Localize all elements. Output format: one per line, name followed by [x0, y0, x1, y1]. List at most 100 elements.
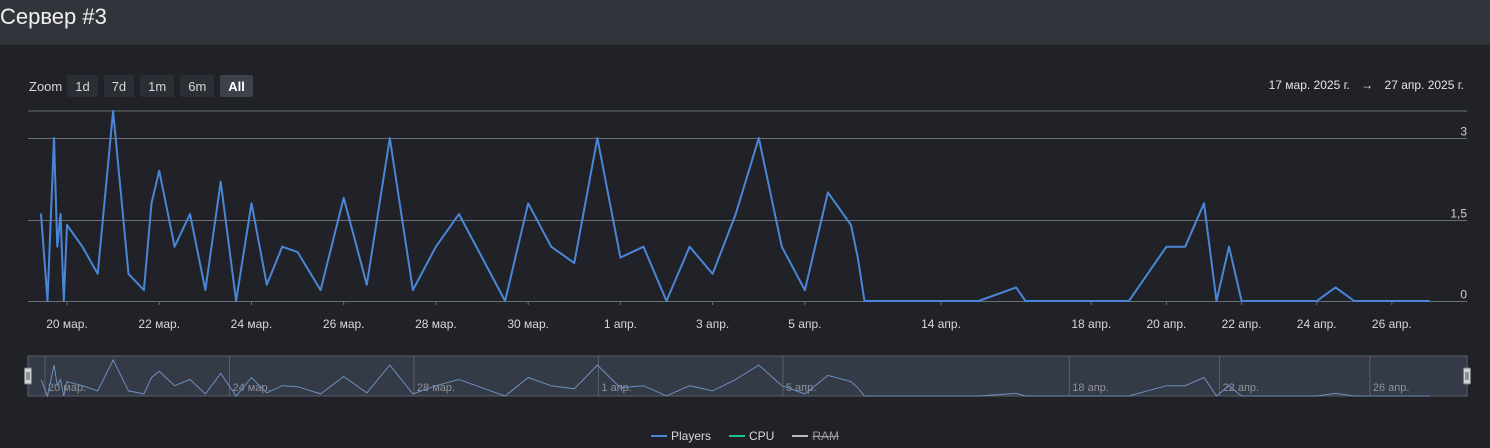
players-chart[interactable]: 3 1,5 0 20 мар. 22 мар. 24 мар. 26 мар. 28 мар.… — [0, 0, 1490, 428]
navigator-tick-label: 22 апр. — [1223, 382, 1260, 394]
players-point — [1228, 245, 1230, 248]
x-tick-label: 30 мар. — [507, 317, 549, 331]
navigator-right-handle[interactable] — [1463, 367, 1471, 385]
players-point — [219, 180, 222, 183]
navigator-tick-label: 24 мар. — [232, 382, 270, 394]
players-point — [758, 137, 760, 139]
players-point — [127, 273, 130, 275]
players-point — [143, 289, 145, 291]
date-range: 17 мар. 2025 г. → 27 апр. 2025 г. — [1269, 78, 1464, 92]
players-point — [977, 300, 980, 302]
players-point — [296, 251, 299, 253]
players-point — [711, 273, 714, 275]
chart-legend: Players CPU RAM — [0, 428, 1490, 444]
players-point — [1391, 300, 1393, 302]
players-point — [319, 289, 322, 291]
players-point — [688, 245, 691, 248]
x-tick-label: 3 апр. — [696, 317, 729, 331]
players-point — [573, 262, 576, 264]
players-point — [550, 245, 552, 248]
x-tick-label: 24 мар. — [231, 317, 273, 331]
players-point — [1278, 300, 1280, 302]
x-tick-label: 5 апр. — [788, 317, 821, 331]
players-point — [1052, 300, 1055, 302]
y-tick-label: 1,5 — [1450, 207, 1467, 221]
navigator-window — [27, 355, 1468, 397]
x-tick-label: 20 мар. — [46, 317, 88, 331]
players-point — [59, 213, 62, 215]
players-point — [158, 169, 160, 172]
players-point — [435, 245, 437, 248]
players-point — [827, 191, 829, 194]
players-point — [342, 197, 345, 199]
players-series-line — [40, 110, 1430, 302]
navigator-tick-label: 20 мар. — [48, 382, 86, 394]
navigator-tick-label: 28 мар. — [417, 382, 455, 394]
players-point — [1203, 202, 1205, 205]
legend-label-players: Players — [670, 429, 711, 443]
legend-line-cpu — [729, 435, 745, 437]
navigator-series-line — [40, 358, 1430, 398]
date-range-to[interactable]: 27 апр. 2025 г. — [1384, 78, 1464, 92]
players-point — [266, 283, 268, 286]
zoom-6m-button[interactable]: 6m — [180, 75, 215, 97]
players-point — [63, 300, 65, 302]
players-point — [235, 300, 237, 302]
players-point — [1334, 286, 1337, 289]
zoom-1d-button[interactable]: 1d — [67, 75, 98, 97]
navigator-tick-label: 18 апр. — [1072, 382, 1109, 394]
page-header: Сервер #3 — [0, 0, 1490, 45]
players-point — [929, 300, 932, 302]
players-point — [734, 213, 737, 215]
players-point — [1215, 300, 1218, 302]
legend-line-players — [650, 435, 667, 437]
legend-label-ram: RAM — [812, 429, 840, 443]
players-point — [366, 283, 368, 286]
players-point — [481, 256, 483, 259]
players-point — [204, 289, 207, 291]
players-point — [458, 213, 460, 215]
players-point — [189, 213, 191, 215]
players-point — [1128, 300, 1130, 302]
players-point — [1240, 300, 1243, 302]
x-tick-label: 22 апр. — [1222, 317, 1262, 331]
y-tick-label: 0 — [1460, 288, 1467, 302]
players-point — [150, 202, 153, 205]
page-title: Сервер #3 — [0, 4, 107, 29]
players-point — [281, 245, 284, 248]
players-point — [504, 300, 506, 302]
players-point — [665, 300, 668, 302]
x-tick-label: 24 апр. — [1297, 317, 1337, 331]
players-point — [1165, 245, 1168, 248]
zoom-all-button[interactable]: All — [220, 75, 253, 97]
date-range-from[interactable]: 17 мар. 2025 г. — [1268, 78, 1350, 92]
x-tick-label: 26 мар. — [323, 317, 365, 331]
players-point — [81, 245, 84, 248]
players-point — [1428, 300, 1431, 302]
zoom-1m-button[interactable]: 1m — [140, 75, 175, 97]
players-point — [850, 224, 852, 226]
navigator-tick-label: 26 апр. — [1373, 382, 1410, 394]
players-point — [250, 202, 253, 205]
players-point — [527, 202, 529, 205]
players-point — [863, 300, 866, 302]
players-point — [96, 273, 99, 275]
legend-item-players[interactable]: Players — [650, 429, 711, 443]
legend-label-cpu: CPU — [749, 429, 775, 443]
navigator-left-handle[interactable] — [24, 367, 32, 385]
zoom-label: Zoom — [29, 78, 63, 94]
players-point — [1315, 300, 1318, 302]
players-point — [40, 213, 42, 215]
legend-item-cpu[interactable]: CPU — [729, 429, 774, 443]
zoom-7d-button[interactable]: 7d — [103, 75, 135, 97]
players-point — [804, 289, 806, 291]
legend-item-ram[interactable]: RAM — [792, 429, 839, 443]
players-point — [619, 256, 622, 259]
y-tick-label: 3 — [1460, 125, 1467, 139]
players-point — [642, 245, 645, 248]
x-tick-label: 22 мар. — [138, 317, 180, 331]
x-tick-label: 20 апр. — [1146, 317, 1186, 331]
players-point — [1015, 286, 1017, 289]
players-point — [412, 289, 414, 291]
players-point — [66, 224, 68, 226]
